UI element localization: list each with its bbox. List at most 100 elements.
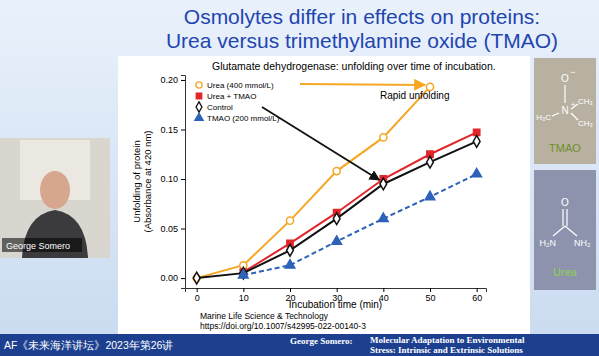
x-tick: 60 <box>472 288 482 303</box>
molecule-label: Urea <box>553 266 578 278</box>
y-tick-label: 0.20 <box>160 75 178 85</box>
y-axis-title: Unfolding of protein <box>131 140 142 222</box>
y-tick: 0.00 <box>160 273 185 283</box>
y-tick-label: 0.10 <box>160 174 178 184</box>
x-tick-mark <box>197 288 198 292</box>
banner-series: AF《未来海洋讲坛》2023年第26讲 <box>4 339 173 351</box>
annotations: Rapid unfolding <box>262 84 450 180</box>
x-tick-label: 10 <box>239 293 249 303</box>
banner-topic: Stress: Intrinsic and Extrinsic Solution… <box>370 345 523 355</box>
bond <box>565 226 577 236</box>
y-tick: 0.20 <box>160 75 185 85</box>
bond <box>571 113 578 120</box>
data-point <box>380 178 387 190</box>
y-tick-mark <box>181 229 185 230</box>
data-point <box>285 260 295 268</box>
y-tick-mark <box>181 278 185 279</box>
y-tick: 0.10 <box>160 174 185 184</box>
series-line <box>197 87 430 278</box>
legend-label: Urea (400 mmol/L) <box>207 81 274 90</box>
charge: − <box>570 67 575 77</box>
y-axis-title: (Absorbance at 420 nm) <box>142 131 153 233</box>
plot-area <box>193 83 481 284</box>
data-point <box>380 134 387 141</box>
data-point <box>379 213 389 221</box>
data-point <box>193 272 200 284</box>
chart-panel <box>118 56 530 334</box>
bond <box>571 104 578 109</box>
legend-marker <box>196 82 202 88</box>
data-point <box>425 191 435 199</box>
x-tick-label: 50 <box>425 293 435 303</box>
atom: H₃C <box>536 113 551 122</box>
bond <box>552 113 559 116</box>
y-tick: 0.05 <box>160 224 185 234</box>
data-point <box>333 168 340 175</box>
atom: CH₃ <box>578 97 593 106</box>
y-tick-label: 0.00 <box>160 273 178 283</box>
name-plate <box>2 238 82 252</box>
webcam-frame <box>0 138 110 258</box>
y-tick-mark <box>181 80 185 81</box>
x-axis-line <box>186 289 487 293</box>
webcam: George Somero <box>0 138 110 258</box>
person-head <box>40 171 70 209</box>
data-point <box>427 156 434 168</box>
atom: CH₃ <box>578 119 593 128</box>
data-point <box>472 169 482 177</box>
banner: AF《未来海洋讲坛》2023年第26讲 George Somero: Molecul… <box>0 334 599 356</box>
x-axis-title: Incubation time (min) <box>289 299 382 310</box>
citation: https://doi.org/10.1007/s42995-022-00140… <box>200 321 366 331</box>
series-line <box>243 174 476 275</box>
atom: O <box>561 73 569 84</box>
molecules: O−N+H₃CCH₃CH₃TMAOOH₂NNH₂Urea <box>534 58 596 290</box>
arrow <box>262 107 379 180</box>
x-tick-mark <box>430 288 431 292</box>
y-tick-mark <box>181 179 185 180</box>
atom: NH₂ <box>574 238 591 248</box>
slide-title: Urea versus trimethylamine oxide (TMAO) <box>166 29 558 52</box>
legend-label: Control <box>207 103 233 112</box>
annotation: Rapid unfolding <box>380 90 450 101</box>
y-tick-label: 0.15 <box>160 125 178 135</box>
x-tick: 10 <box>239 288 249 303</box>
bond <box>564 85 565 103</box>
data-point <box>286 217 293 224</box>
molecule-box <box>534 58 596 164</box>
chart-title: Glutamate dehydrogenase: unfolding over … <box>212 60 496 72</box>
banner-lecturer: George Somero: <box>290 336 353 346</box>
banner-background <box>0 334 599 356</box>
molecule-label: TMAO <box>549 142 581 154</box>
y-axis-line <box>181 76 186 289</box>
legend-marker <box>196 102 202 112</box>
atom: N <box>561 105 568 116</box>
slide: Osmolytes differ in effects on proteins:… <box>0 0 599 356</box>
series-line <box>197 141 477 278</box>
data-point <box>287 244 294 256</box>
data-point <box>333 213 340 225</box>
arrow <box>300 83 425 86</box>
legend-marker <box>195 113 203 120</box>
slide-background <box>0 0 599 356</box>
legend-label: TMAO (200 mmol/L) <box>207 114 280 123</box>
x-tick-mark <box>337 288 338 292</box>
bond <box>566 209 567 226</box>
molecule-box <box>534 170 596 290</box>
x-tick-mark <box>243 288 244 292</box>
x-tick-mark <box>477 288 478 292</box>
y-tick-label: 0.05 <box>160 224 178 234</box>
bond <box>553 226 565 236</box>
x-tick-label: 60 <box>472 293 482 303</box>
slide-title: Osmolytes differ in effects on proteins: <box>184 5 540 28</box>
bond <box>562 209 563 226</box>
legend: Urea (400 mmol/L)Urea + TMAOControlTMAO … <box>195 81 280 123</box>
speaker-name: George Somero <box>6 241 70 251</box>
y-tick-mark <box>181 129 185 130</box>
data-point <box>332 236 342 244</box>
atom: O <box>561 197 569 208</box>
y-tick: 0.15 <box>160 125 185 135</box>
banner-topic: Molecular Adaptation to Environmental <box>370 335 525 345</box>
data-point <box>239 270 249 278</box>
data-point <box>473 135 480 147</box>
atom: H₂N <box>540 238 557 248</box>
